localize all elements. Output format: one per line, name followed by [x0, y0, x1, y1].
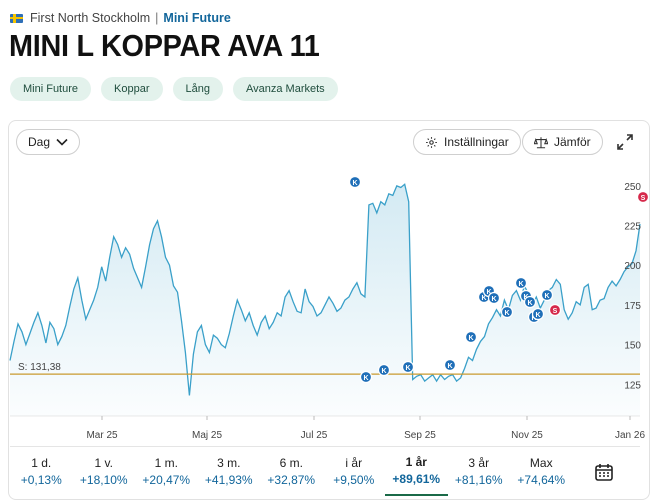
calendar-button[interactable]: [573, 447, 635, 496]
period-change: +0,13%: [20, 473, 62, 487]
chart-card: [8, 120, 650, 500]
page-title: MINI L KOPPAR AVA 11: [9, 28, 320, 63]
period-change: +41,93%: [204, 473, 253, 487]
tag-lang[interactable]: Lång: [172, 77, 223, 101]
period-dropdown[interactable]: Dag: [16, 129, 81, 155]
period-label: 6 m.: [279, 456, 303, 470]
period-change: +32,87%: [267, 473, 316, 487]
period-tab-1d[interactable]: 1 d. +0,13%: [10, 447, 73, 496]
period-change: +20,47%: [142, 473, 191, 487]
period-change: +18,10%: [79, 473, 128, 487]
period-tab-3y[interactable]: 3 år +81,16%: [448, 447, 511, 496]
period-tabs: 1 d. +0,13% 1 v. +18,10% 1 m. +20,47% 3 m. +…: [10, 446, 640, 496]
tag-avanza-markets[interactable]: Avanza Markets: [233, 77, 338, 101]
exchange-label: First North Stockholm: [30, 11, 151, 25]
period-label: 1 d.: [31, 456, 52, 470]
period-change: +9,50%: [333, 473, 375, 487]
compare-label: Jämför: [554, 135, 591, 149]
settings-button[interactable]: Inställningar: [413, 129, 521, 155]
period-label: 1 m.: [154, 456, 178, 470]
calendar-icon: [594, 463, 613, 481]
compare-button[interactable]: Jämför: [522, 129, 603, 155]
period-tab-ytd[interactable]: i år +9,50%: [323, 447, 386, 496]
tag-koppar[interactable]: Koppar: [101, 77, 163, 101]
period-label: 3 år: [468, 456, 490, 470]
chevron-down-icon: [56, 138, 68, 146]
period-change: +89,61%: [392, 472, 441, 486]
period-tab-1m[interactable]: 1 m. +20,47%: [135, 447, 198, 496]
category-link[interactable]: Mini Future: [163, 11, 231, 25]
period-label: i år: [345, 456, 363, 470]
tag-mini-future[interactable]: Mini Future: [10, 77, 92, 101]
period-tab-max[interactable]: Max +74,64%: [510, 447, 573, 496]
period-label: Max: [529, 456, 553, 470]
breadcrumb-separator: |: [155, 11, 159, 25]
settings-label: Inställningar: [444, 135, 509, 149]
period-tab-1w[interactable]: 1 v. +18,10%: [73, 447, 136, 496]
breadcrumb: First North Stockholm | Mini Future: [10, 9, 231, 27]
gear-icon: [426, 136, 437, 148]
period-change: +74,64%: [517, 473, 566, 487]
tag-list: Mini Future Koppar Lång Avanza Markets: [10, 77, 338, 101]
period-tab-6m[interactable]: 6 m. +32,87%: [260, 447, 323, 496]
scale-icon: [534, 136, 548, 148]
period-dropdown-label: Dag: [28, 135, 51, 149]
period-tab-1y[interactable]: 1 år +89,61%: [385, 447, 448, 496]
expand-icon[interactable]: [616, 133, 634, 151]
period-label: 3 m.: [217, 456, 241, 470]
period-label: 1 år: [405, 455, 427, 469]
sweden-flag-icon: [10, 13, 23, 23]
period-change: +81,16%: [454, 473, 503, 487]
period-label: 1 v.: [94, 456, 113, 470]
period-tab-3m[interactable]: 3 m. +41,93%: [198, 447, 261, 496]
